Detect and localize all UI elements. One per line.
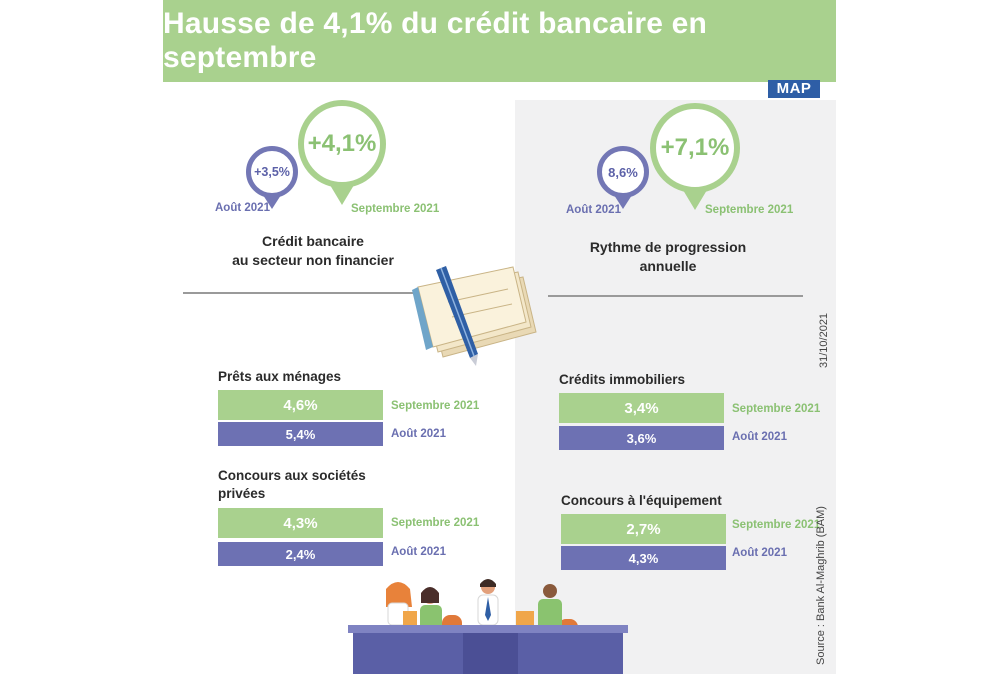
left-divider [183, 292, 443, 294]
credit-aout-bubble: +3,5% [246, 146, 298, 198]
societes-privees-aout-bar: 2,4% [218, 542, 383, 566]
title-banner: Hausse de 4,1% du crédit bancaire en sep… [163, 0, 836, 82]
rythme-caption-line2: annuelle [639, 258, 697, 274]
credit-sept-bubble-tail [330, 185, 354, 205]
rythme-aout-label: Août 2021 [566, 204, 621, 216]
societes-privees-sept-label: Septembre 2021 [391, 517, 480, 529]
section-title-line2: privées [218, 486, 266, 501]
rythme-sept-bubble-tail [683, 190, 707, 210]
infographic: Hausse de 4,1% du crédit bancaire en sep… [163, 0, 836, 674]
section-equipement-title: Concours à l'équipement [561, 492, 781, 510]
date-label: 31/10/2021 [818, 312, 830, 368]
credit-aout-label: Août 2021 [215, 202, 270, 214]
right-panel-background [515, 100, 836, 674]
map-logo: MAP [768, 80, 820, 98]
rythme-sept-bubble: +7,1% [650, 103, 740, 193]
section-prets-menages-title: Prêts aux ménages [218, 368, 418, 386]
credit-aout-bubble-tail [263, 195, 281, 209]
rythme-sept-value: +7,1% [660, 134, 730, 161]
equipement-sept-bar: 2,7% [561, 514, 726, 544]
section-societes-privees-title: Concours aux sociétés privées [218, 467, 418, 503]
credits-immobiliers-sept-bar: 3,4% [559, 393, 724, 423]
rythme-aout-bubble-tail [614, 195, 632, 209]
credits-immobiliers-sept-label: Septembre 2021 [732, 403, 821, 415]
credit-caption: Crédit bancaire au secteur non financier [203, 232, 423, 270]
societes-privees-aout-label: Août 2021 [391, 546, 446, 558]
equipement-aout-label: Août 2021 [732, 547, 787, 559]
credit-caption-line2: au secteur non financier [232, 252, 394, 268]
credit-sept-value: +4,1% [307, 130, 377, 157]
person-left-icon [386, 582, 412, 626]
cheque-stack-icon [412, 266, 537, 358]
counter-desk-icon [348, 625, 628, 674]
prets-menages-sept-bar: 4,6% [218, 390, 383, 420]
prets-menages-aout-label: Août 2021 [391, 428, 446, 440]
rythme-aout-bubble: 8,6% [597, 146, 649, 198]
credits-immobiliers-aout-bar: 3,6% [559, 426, 724, 450]
bank-counter-illustration [348, 579, 628, 674]
credit-sept-label: Septembre 2021 [351, 203, 440, 215]
section-credits-immobiliers-title: Crédits immobiliers [559, 371, 759, 389]
credit-aout-value: +3,5% [254, 165, 290, 179]
person-standing-icon [477, 579, 499, 626]
equipement-sept-label: Septembre 2021 [732, 519, 821, 531]
rythme-caption: Rythme de progression annuelle [558, 238, 778, 276]
section-title-line1: Crédits immobiliers [559, 372, 686, 387]
section-title-line1: Prêts aux ménages [218, 369, 342, 384]
credit-caption-line1: Crédit bancaire [262, 233, 364, 249]
laptop-icon [403, 611, 534, 625]
prets-menages-sept-label: Septembre 2021 [391, 400, 480, 412]
equipement-aout-bar: 4,3% [561, 546, 726, 570]
source-label: Source : Bank Al-Maghrib (BAM) [815, 506, 827, 665]
section-title-line1: Concours à l'équipement [561, 493, 722, 508]
societes-privees-sept-bar: 4,3% [218, 508, 383, 538]
prets-menages-aout-bar: 5,4% [218, 422, 383, 446]
pen-icon [436, 266, 478, 366]
rythme-caption-line1: Rythme de progression [589, 239, 747, 255]
right-divider [548, 295, 803, 297]
page-title: Hausse de 4,1% du crédit bancaire en sep… [163, 7, 708, 74]
rythme-aout-value: 8,6% [608, 164, 638, 180]
cheque-pen-illustration [412, 266, 537, 366]
credit-sept-bubble: +4,1% [298, 100, 386, 188]
credits-immobiliers-aout-label: Août 2021 [732, 431, 787, 443]
section-title-line1: Concours aux sociétés [218, 468, 366, 483]
rythme-sept-label: Septembre 2021 [705, 204, 794, 216]
